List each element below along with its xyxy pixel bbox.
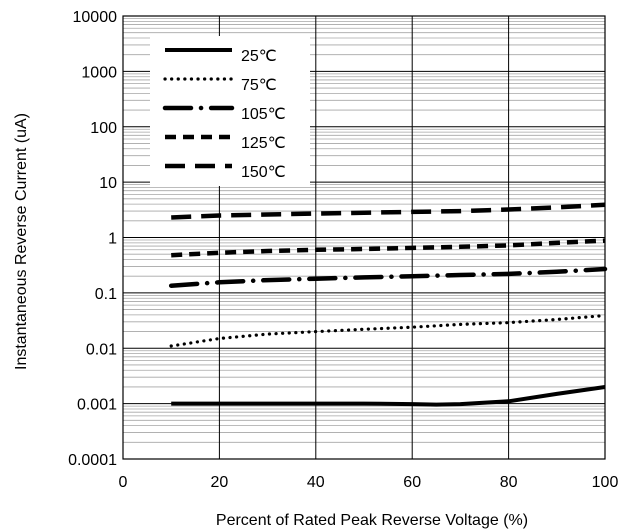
y-tick-label: 10000	[73, 9, 118, 26]
x-tick-label: 100	[592, 474, 619, 491]
x-tick-label: 80	[500, 474, 518, 491]
y-tick-label: 1	[108, 231, 117, 248]
y-tick-label: 0.001	[77, 397, 117, 414]
legend: 25℃ 75℃ 105℃ 125℃ 150℃	[150, 36, 310, 186]
y-tick-labels: 0.0001 0.001 0.01 0.1 1 10 100 1000 10000	[68, 9, 117, 469]
x-tick-label: 20	[211, 474, 229, 491]
y-tick-label: 0.0001	[68, 452, 117, 469]
plot-frame	[122, 15, 606, 460]
x-tick-label: 40	[307, 474, 325, 491]
series-line-4	[171, 238, 606, 258]
y-axis-title: Instantaneous Reverse Current (uA)	[13, 113, 30, 370]
x-tick-label: 60	[403, 474, 421, 491]
series-line-3	[168, 266, 608, 288]
legend-label: 75℃	[241, 77, 277, 94]
legend-label: 150℃	[241, 164, 286, 181]
x-tick-label: 0	[119, 474, 128, 491]
series-line-2	[169, 313, 607, 348]
x-tick-labels: 0 20 40 60 80 100	[119, 474, 619, 491]
y-tick-label: 10	[99, 175, 117, 192]
series-group	[168, 202, 608, 407]
legend-label: 25℃	[241, 48, 277, 65]
y-tick-label: 0.01	[86, 341, 117, 358]
legend-label: 125℃	[241, 135, 286, 152]
series-line-5	[171, 202, 606, 220]
x-axis-title: Percent of Rated Peak Reverse Voltage (%…	[216, 512, 528, 529]
legend-label: 105℃	[241, 106, 286, 123]
y-tick-label: 100	[90, 120, 117, 137]
series-line-1	[171, 385, 606, 407]
grid	[122, 15, 606, 460]
y-tick-label: 0.1	[95, 286, 117, 303]
legend-box	[150, 36, 310, 186]
y-tick-label: 1000	[81, 64, 117, 81]
